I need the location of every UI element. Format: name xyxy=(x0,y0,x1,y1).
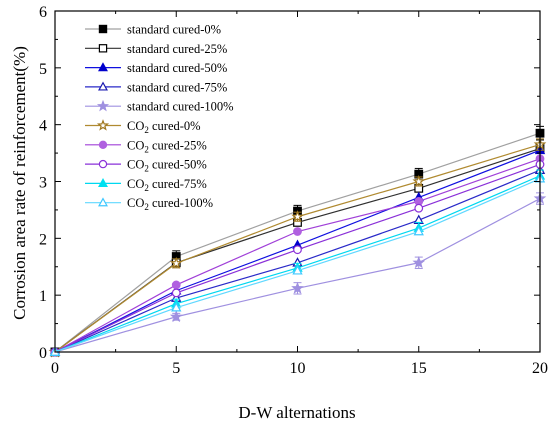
legend-item-5: CO2 cured-0% xyxy=(85,119,201,135)
data-point xyxy=(413,225,424,236)
legend-marker xyxy=(98,24,108,34)
legend-marker xyxy=(98,159,108,169)
legend-marker xyxy=(98,197,108,207)
legend-label: standard cured-100% xyxy=(127,100,234,114)
data-point xyxy=(171,280,181,290)
data-point xyxy=(292,265,303,275)
x-tick-label: 0 xyxy=(51,360,59,377)
series-8 xyxy=(49,169,546,356)
legend-label: standard cured-25% xyxy=(127,42,227,56)
data-point xyxy=(169,310,183,323)
legend-marker xyxy=(98,140,108,149)
data-point xyxy=(412,256,426,269)
y-tick-label: 5 xyxy=(39,61,47,78)
legend-item-6: CO2 cured-25% xyxy=(85,138,207,154)
legend-item-3: standard cured-75% xyxy=(85,80,227,94)
series-5 xyxy=(48,137,547,358)
legend-marker xyxy=(96,119,110,131)
legend-item-2: standard cured-50% xyxy=(85,61,227,75)
legend-label: CO2 cured-75% xyxy=(127,177,207,193)
y-tick-label: 3 xyxy=(39,175,47,192)
legend-item-4: standard cured-100% xyxy=(85,100,234,114)
data-point xyxy=(412,174,426,187)
x-tick-label: 10 xyxy=(290,360,306,377)
legend-label: standard cured-0% xyxy=(127,23,221,37)
data-point xyxy=(293,227,302,236)
series-6 xyxy=(50,154,545,357)
y-tick-label: 0 xyxy=(39,345,47,362)
x-tick-label: 5 xyxy=(172,360,180,377)
data-point xyxy=(171,288,181,298)
plot-area xyxy=(48,125,547,358)
data-point xyxy=(171,302,182,312)
data-point xyxy=(291,210,304,223)
y-tick-label: 4 xyxy=(39,118,47,135)
legend-label: CO2 cured-100% xyxy=(127,196,213,212)
legend-marker xyxy=(98,62,108,72)
data-point xyxy=(293,245,302,255)
legend-label: standard cured-75% xyxy=(127,80,227,94)
x-axis-label: D-W alternations xyxy=(238,403,355,422)
legend-marker xyxy=(98,44,108,53)
legend-item-9: CO2 cured-100% xyxy=(85,196,213,212)
data-point xyxy=(414,203,424,213)
legend-item-0: standard cured-0% xyxy=(85,23,221,37)
axes: 0 5 10 15 20 0 1 2 3 4 5 6 xyxy=(39,4,548,377)
y-tick-label: 6 xyxy=(39,4,47,21)
legend-item-7: CO2 cured-50% xyxy=(85,158,207,174)
data-point xyxy=(291,281,304,294)
legend-label: CO2 cured-50% xyxy=(127,158,207,174)
y-axis-label: Corrosion area rate of reinforcement(%) xyxy=(10,46,29,320)
x-tick-label: 20 xyxy=(532,360,548,377)
y-tick-label: 2 xyxy=(39,231,47,248)
legend-marker xyxy=(98,178,108,188)
legend-marker xyxy=(96,99,110,112)
legend-label: CO2 cured-25% xyxy=(127,138,207,154)
legend-item-1: standard cured-25% xyxy=(85,42,227,56)
legend: standard cured-0% standard cured-25% stand… xyxy=(85,23,234,212)
legend-label: standard cured-50% xyxy=(127,61,227,75)
legend-marker xyxy=(98,81,108,91)
x-tick-label: 15 xyxy=(411,360,427,377)
y-tick-label: 1 xyxy=(39,288,47,305)
legend-label: CO2 cured-0% xyxy=(127,119,201,135)
legend-item-8: CO2 cured-75% xyxy=(85,177,207,193)
data-point xyxy=(169,256,183,269)
